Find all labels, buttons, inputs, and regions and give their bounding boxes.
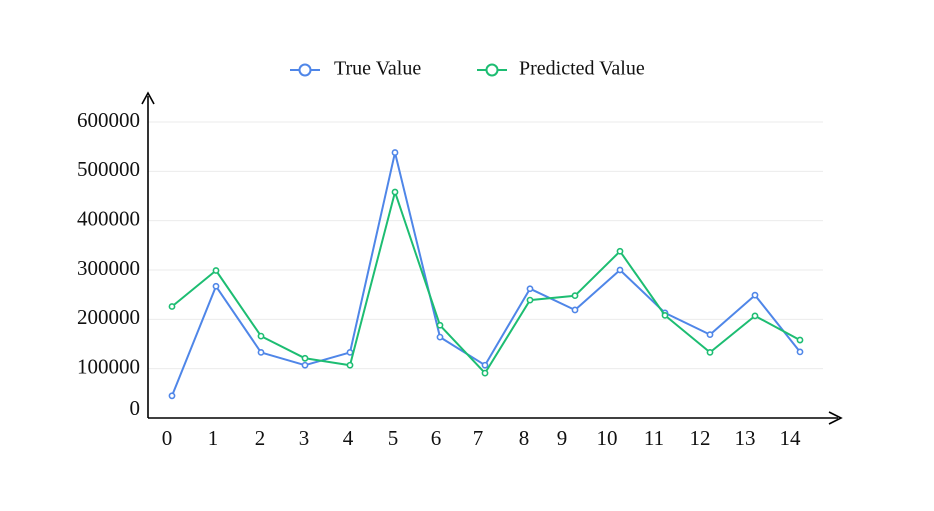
data-point[interactable] <box>526 296 534 304</box>
y-tick-label: 100000 <box>77 354 140 378</box>
x-axis-ticks: 0 1 2 3 4 5 6 7 8 9 10 11 12 13 14 <box>162 426 801 450</box>
data-point[interactable] <box>436 333 444 341</box>
data-point[interactable] <box>391 188 399 196</box>
y-tick-label: 300000 <box>77 256 140 280</box>
data-point[interactable] <box>168 303 176 310</box>
data-point[interactable] <box>346 361 354 369</box>
x-tick-label: 12 <box>690 426 711 450</box>
y-tick-label: 500000 <box>77 157 140 181</box>
data-point[interactable] <box>212 267 220 274</box>
x-tick-label: 13 <box>735 426 756 450</box>
data-point[interactable] <box>436 321 444 329</box>
y-tick-label: 200000 <box>77 305 140 329</box>
data-point[interactable] <box>571 292 579 300</box>
x-axis-arrow <box>828 411 843 425</box>
series-line <box>171 191 801 375</box>
legend-marker-icon <box>298 63 312 77</box>
data-point[interactable] <box>212 282 220 290</box>
data-point[interactable] <box>168 392 176 400</box>
data-point[interactable] <box>796 348 804 356</box>
data-point[interactable] <box>391 149 399 156</box>
data-point[interactable] <box>526 285 534 293</box>
y-axis-arrow <box>141 91 155 105</box>
x-tick-label: 3 <box>299 426 310 450</box>
y-tick-label: 0 <box>130 396 141 420</box>
legend-marker-icon <box>485 63 499 77</box>
data-point[interactable] <box>301 354 309 362</box>
data-point[interactable] <box>481 361 489 369</box>
x-tick-label: 9 <box>557 426 568 450</box>
data-point[interactable] <box>481 369 489 377</box>
legend: True Value Predicted Value <box>290 58 645 80</box>
grid-lines <box>148 121 823 370</box>
data-point[interactable] <box>796 336 804 344</box>
data-point[interactable] <box>661 311 669 319</box>
legend-label: True Value <box>334 58 421 80</box>
series-true-value <box>168 149 804 400</box>
x-tick-label: 11 <box>644 426 664 450</box>
legend-item-predicted-value[interactable]: Predicted Value <box>477 58 645 80</box>
data-point[interactable] <box>301 361 309 369</box>
data-point[interactable] <box>751 291 759 299</box>
x-tick-label: 7 <box>473 426 484 450</box>
y-tick-label: 600000 <box>77 108 140 132</box>
x-tick-label: 10 <box>597 426 618 450</box>
data-point[interactable] <box>706 331 714 339</box>
y-axis-ticks: 0 100000 200000 300000 400000 500000 600000 <box>77 108 140 420</box>
series-group <box>168 149 804 400</box>
series-predicted-value <box>168 188 804 377</box>
data-point[interactable] <box>346 348 354 356</box>
axes <box>141 91 843 425</box>
x-tick-label: 2 <box>255 426 266 450</box>
x-tick-label: 4 <box>343 426 354 450</box>
x-tick-label: 5 <box>388 426 399 450</box>
series-line <box>171 151 801 397</box>
data-point[interactable] <box>571 306 579 314</box>
data-point[interactable] <box>257 332 265 340</box>
data-point[interactable] <box>751 312 759 320</box>
x-tick-label: 14 <box>780 426 802 450</box>
data-point[interactable] <box>616 266 624 274</box>
data-point[interactable] <box>706 348 714 356</box>
legend-label: Predicted Value <box>519 58 645 80</box>
legend-item-true-value[interactable]: True Value <box>290 58 421 80</box>
x-tick-label: 8 <box>519 426 530 450</box>
x-tick-label: 6 <box>431 426 442 450</box>
data-point[interactable] <box>616 247 624 255</box>
y-tick-label: 400000 <box>77 206 140 230</box>
x-tick-label: 1 <box>208 426 219 450</box>
data-point[interactable] <box>257 348 265 356</box>
x-tick-label: 0 <box>162 426 173 450</box>
